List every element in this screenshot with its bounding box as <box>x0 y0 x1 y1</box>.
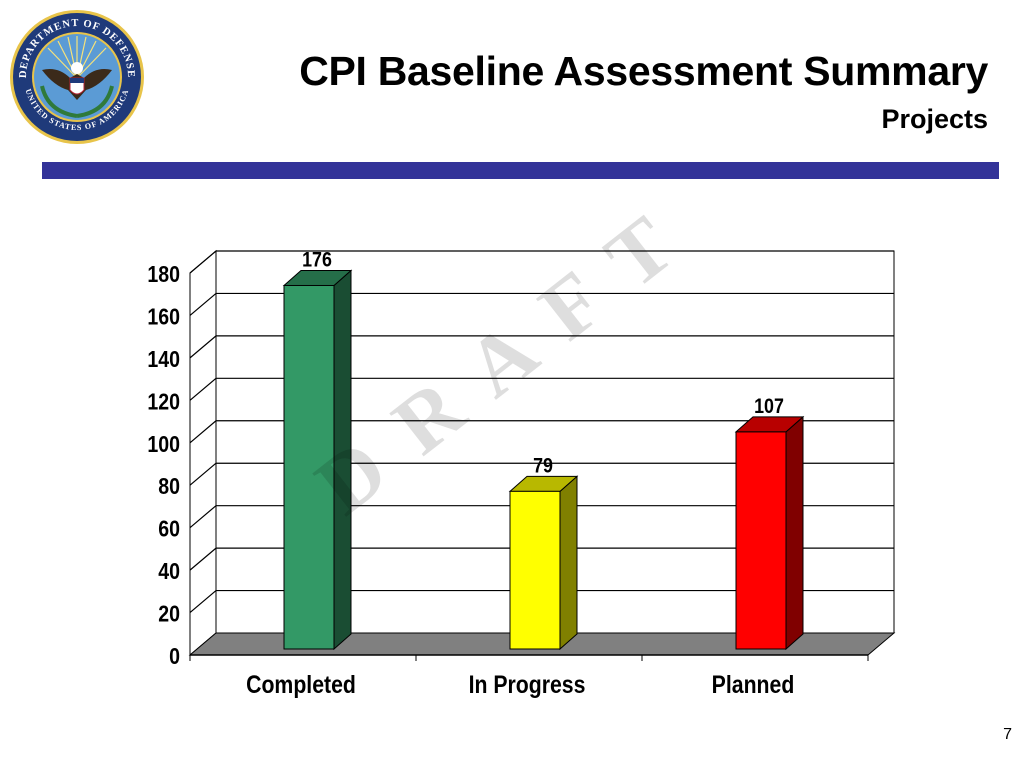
x-tick-label: In Progress <box>469 670 586 698</box>
x-tick-label: Planned <box>712 670 795 698</box>
gridline <box>189 589 894 614</box>
y-axis-tick-labels: 0 20 40 60 80 100 120 140 160 180 <box>147 262 180 670</box>
gridline <box>189 377 894 401</box>
gridline <box>189 420 894 444</box>
y-tick-label: 160 <box>147 304 180 330</box>
chart-gridlines <box>189 250 894 614</box>
slide-title: CPI Baseline Assessment Summary <box>299 48 988 94</box>
gridline <box>189 250 894 274</box>
y-tick-label: 60 <box>158 516 180 542</box>
y-tick-label: 20 <box>158 601 180 627</box>
y-tick-label: 180 <box>147 262 180 288</box>
x-axis-tick-labels: Completed In Progress Planned <box>246 670 794 698</box>
data-labels: 176 79 107 <box>302 248 784 478</box>
gridline <box>189 462 894 486</box>
y-tick-label: 140 <box>147 346 180 372</box>
bar-completed <box>282 269 353 651</box>
data-label: 79 <box>533 454 553 478</box>
y-tick-label: 100 <box>147 431 180 457</box>
y-tick-label: 80 <box>158 474 180 500</box>
x-tick-label: Completed <box>246 670 356 698</box>
y-tick-label: 120 <box>147 389 180 415</box>
y-tick-label: 40 <box>158 559 180 585</box>
gridline <box>189 547 894 571</box>
data-label: 107 <box>754 395 784 419</box>
department-of-defense-seal-icon: DEPARTMENT OF DEFENSE UNITED STATES OF A… <box>10 10 144 144</box>
page-number: 7 <box>1003 726 1012 743</box>
chart-bars <box>282 269 805 651</box>
gridline <box>189 505 894 529</box>
bar-planned <box>734 415 805 651</box>
header-rule <box>42 162 999 179</box>
gridline <box>189 335 894 359</box>
y-tick-label: 0 <box>169 644 180 670</box>
gridline <box>189 292 894 316</box>
bar-in-progress <box>508 475 579 651</box>
data-label: 176 <box>302 248 332 272</box>
slide-subtitle: Projects <box>881 104 988 134</box>
